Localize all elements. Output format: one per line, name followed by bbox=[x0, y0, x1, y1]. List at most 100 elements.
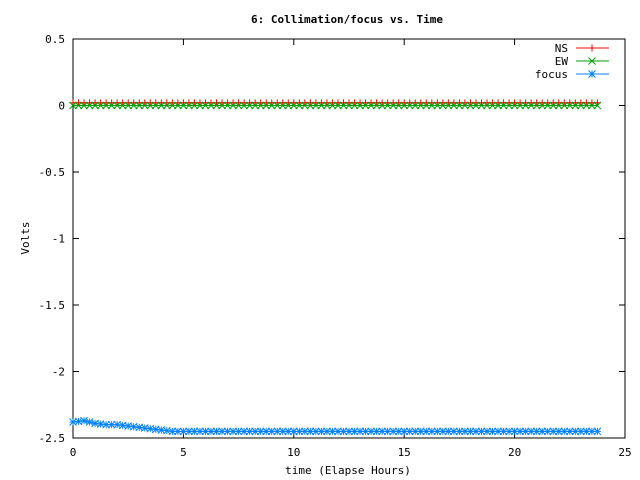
data-point bbox=[273, 101, 282, 110]
data-point bbox=[565, 101, 574, 110]
data-point bbox=[124, 101, 133, 110]
data-point bbox=[499, 101, 508, 110]
data-point bbox=[483, 101, 491, 110]
data-point bbox=[201, 101, 210, 110]
data-point bbox=[140, 101, 149, 110]
data-point bbox=[212, 101, 221, 110]
data-point bbox=[69, 101, 77, 110]
data-point bbox=[455, 101, 464, 110]
y-tick-label: -1 bbox=[52, 233, 65, 246]
data-point bbox=[538, 101, 547, 110]
y-tick-label: -2 bbox=[52, 366, 65, 379]
data-point bbox=[510, 427, 519, 436]
data-point bbox=[295, 101, 304, 110]
data-point bbox=[284, 427, 293, 436]
data-point bbox=[179, 427, 188, 436]
data-point bbox=[334, 101, 342, 110]
data-point bbox=[433, 101, 442, 110]
y-tick-label: -0.5 bbox=[39, 166, 66, 179]
data-point bbox=[532, 427, 541, 436]
data-point bbox=[229, 101, 237, 110]
data-point bbox=[267, 101, 276, 110]
x-axis: 0 5 10 15 20 25 bbox=[70, 39, 632, 459]
plot-frame bbox=[72, 38, 626, 439]
data-point bbox=[179, 101, 188, 110]
data-point bbox=[218, 101, 226, 110]
data-point bbox=[262, 101, 271, 110]
data-point bbox=[295, 427, 304, 436]
data-point bbox=[278, 101, 287, 110]
data-point bbox=[543, 101, 552, 110]
legend-marker bbox=[588, 70, 596, 78]
data-point bbox=[85, 101, 94, 110]
data-point bbox=[251, 101, 260, 110]
y-tick-label: -1.5 bbox=[39, 299, 66, 312]
data-point bbox=[411, 101, 420, 110]
data-point bbox=[300, 101, 309, 110]
data-point bbox=[389, 101, 398, 110]
data-point bbox=[560, 101, 569, 110]
data-point bbox=[267, 427, 276, 436]
data-point bbox=[472, 427, 480, 436]
data-point bbox=[593, 101, 602, 110]
data-point bbox=[588, 101, 596, 110]
data-point bbox=[245, 101, 254, 110]
data-point bbox=[102, 420, 110, 429]
data-point bbox=[378, 101, 386, 110]
data-point bbox=[113, 101, 122, 110]
data-point bbox=[477, 101, 486, 110]
data-point bbox=[367, 427, 375, 436]
data-point bbox=[207, 101, 215, 110]
data-point bbox=[516, 101, 524, 110]
data-point bbox=[80, 101, 88, 110]
series-focus bbox=[69, 416, 602, 436]
x-tick-label: 5 bbox=[180, 446, 187, 459]
x-tick-label: 25 bbox=[618, 446, 631, 459]
data-point bbox=[146, 101, 155, 110]
data-point bbox=[328, 427, 337, 436]
data-point bbox=[494, 101, 502, 110]
legend-label: focus bbox=[535, 68, 568, 81]
data-point bbox=[554, 101, 563, 110]
legend-label: EW bbox=[555, 55, 569, 68]
data-point bbox=[196, 101, 204, 110]
data-point bbox=[565, 427, 574, 436]
data-point bbox=[538, 427, 547, 436]
x-tick-label: 0 bbox=[70, 446, 77, 459]
data-point bbox=[356, 101, 364, 110]
data-point bbox=[422, 427, 431, 436]
data-point bbox=[372, 101, 381, 110]
data-point bbox=[91, 101, 99, 110]
data-point bbox=[383, 101, 392, 110]
series-ew bbox=[69, 101, 602, 110]
data-point bbox=[80, 416, 88, 425]
data-point bbox=[317, 427, 326, 436]
data-point bbox=[394, 101, 403, 110]
data-point bbox=[240, 101, 248, 110]
data-point bbox=[190, 101, 199, 110]
data-point bbox=[438, 101, 447, 110]
data-point bbox=[367, 101, 375, 110]
data-point bbox=[129, 101, 138, 110]
series-layer bbox=[69, 99, 602, 436]
y-axis: 0.5 0 -0.5 -1 -1.5 -2 -2.5 bbox=[39, 33, 625, 445]
data-point bbox=[400, 427, 409, 436]
data-point bbox=[157, 101, 166, 110]
data-point bbox=[85, 418, 94, 426]
legend-marker bbox=[588, 57, 596, 65]
data-point bbox=[350, 101, 359, 110]
data-point bbox=[427, 427, 436, 436]
y-tick-label: 0 bbox=[58, 100, 65, 113]
data-point bbox=[549, 101, 558, 110]
data-point bbox=[345, 101, 353, 110]
data-point bbox=[135, 101, 144, 110]
data-point bbox=[560, 427, 569, 436]
data-point bbox=[483, 427, 491, 436]
data-point bbox=[174, 427, 182, 436]
data-point bbox=[168, 101, 177, 110]
data-point bbox=[74, 101, 83, 110]
data-point bbox=[450, 101, 458, 110]
chart-title: 6: Collimation/focus vs. Time bbox=[251, 13, 443, 26]
